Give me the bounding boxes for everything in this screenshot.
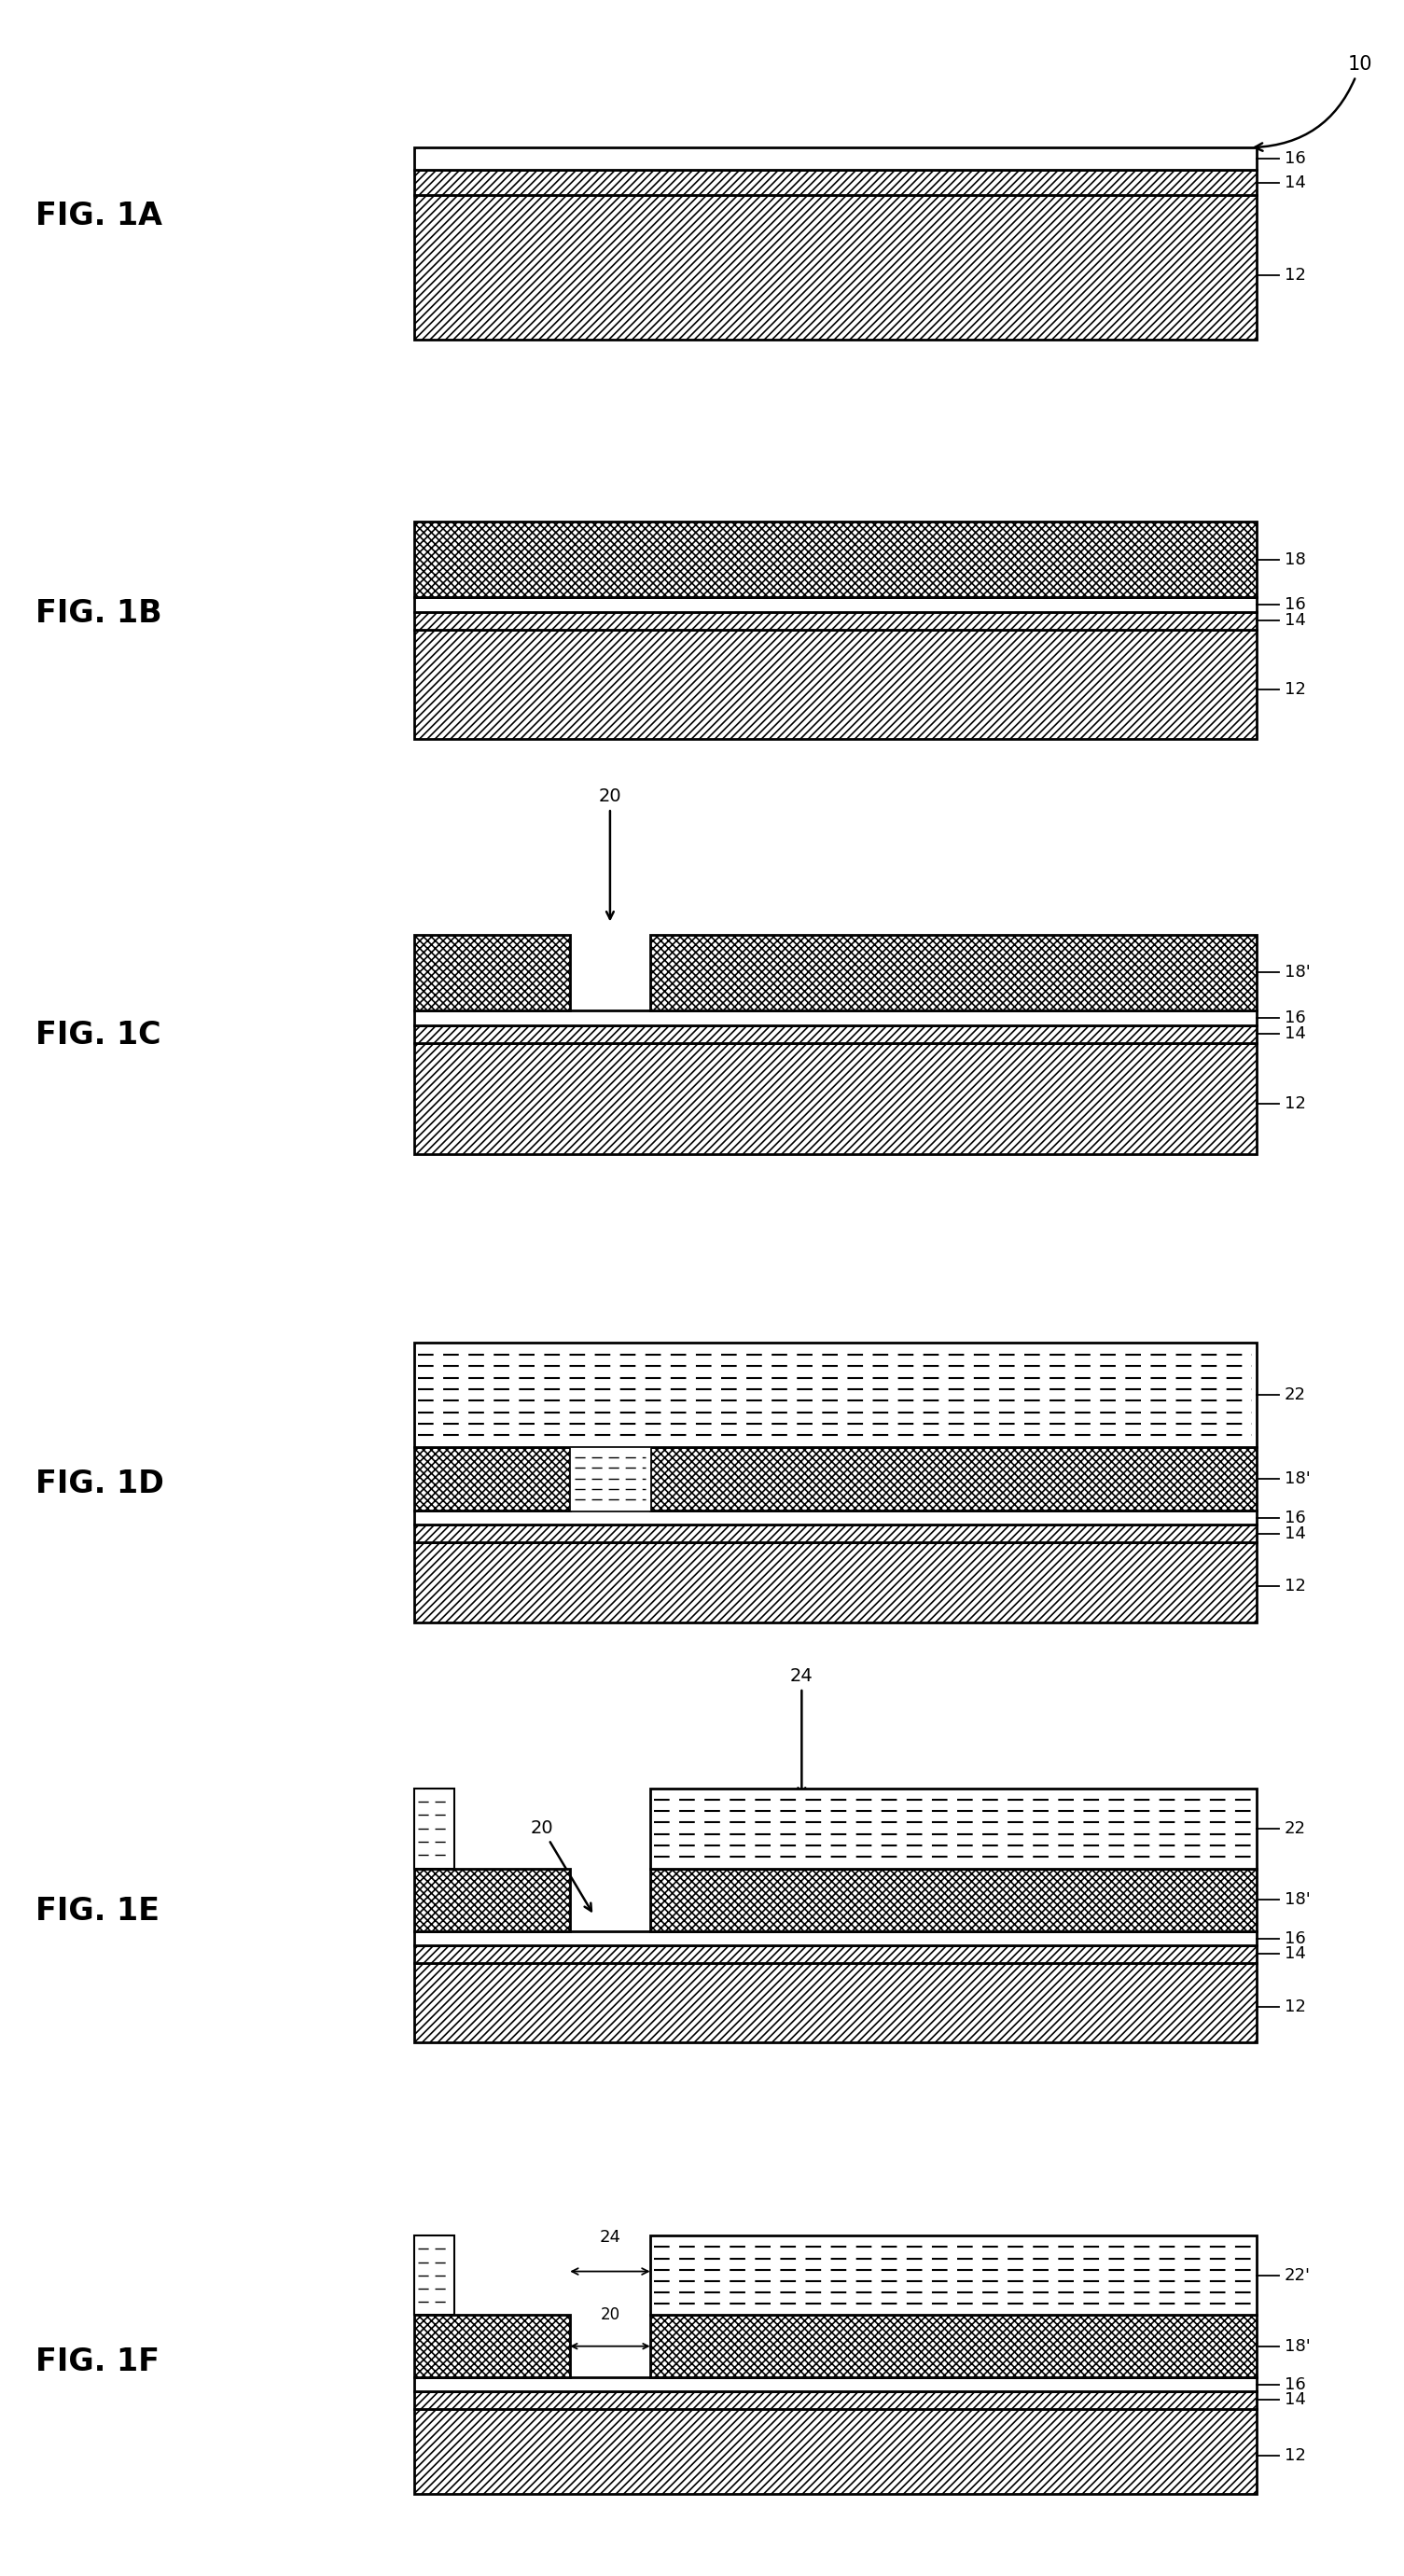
Text: 18': 18' <box>1285 1471 1310 1486</box>
Bar <box>414 1788 455 1868</box>
Bar <box>414 1043 1257 1154</box>
Text: 24: 24 <box>600 2228 621 2246</box>
Bar <box>414 2378 1257 2391</box>
Text: 12: 12 <box>1285 1579 1306 1595</box>
Bar <box>650 935 1257 1010</box>
Bar <box>414 629 1257 739</box>
Text: 16: 16 <box>1285 2375 1306 2393</box>
Text: FIG. 1B: FIG. 1B <box>35 598 161 629</box>
Text: 18': 18' <box>1285 1891 1310 1909</box>
Text: 20: 20 <box>600 2306 621 2324</box>
Text: FIG. 1E: FIG. 1E <box>35 1896 159 1927</box>
Bar <box>414 196 1257 340</box>
Text: 16: 16 <box>1285 1010 1306 1025</box>
Bar <box>650 2316 1257 2378</box>
Bar <box>414 1448 570 1510</box>
Text: 22': 22' <box>1285 2267 1311 2285</box>
Bar <box>650 1868 1257 1932</box>
Bar <box>414 1932 1257 1945</box>
Text: 10: 10 <box>1255 54 1373 152</box>
Text: 12: 12 <box>1285 265 1306 283</box>
Text: FIG. 1C: FIG. 1C <box>35 1020 160 1051</box>
Text: 12: 12 <box>1285 1999 1306 2014</box>
Text: 22: 22 <box>1285 1386 1306 1404</box>
Bar <box>414 598 1257 613</box>
Bar <box>414 170 1257 196</box>
Bar <box>414 2316 570 2378</box>
Text: 16: 16 <box>1285 1510 1306 1525</box>
Bar <box>414 1525 1257 1543</box>
Text: 12: 12 <box>1285 683 1306 698</box>
Bar <box>414 1342 1257 1448</box>
Text: 16: 16 <box>1285 1929 1306 1947</box>
Text: FIG. 1F: FIG. 1F <box>35 2347 159 2378</box>
Text: 14: 14 <box>1285 1525 1306 1543</box>
Bar <box>414 1963 1257 2043</box>
Bar <box>414 2236 455 2316</box>
Bar <box>414 2391 1257 2409</box>
Text: 14: 14 <box>1285 613 1306 629</box>
Text: 18': 18' <box>1285 963 1310 981</box>
Bar <box>414 1025 1257 1043</box>
Bar <box>414 1945 1257 1963</box>
Text: 18': 18' <box>1285 2339 1310 2354</box>
Bar <box>650 2236 1257 2316</box>
Text: 14: 14 <box>1285 1025 1306 1043</box>
Text: 20: 20 <box>598 788 622 920</box>
Text: 14: 14 <box>1285 175 1306 191</box>
Bar <box>414 935 570 1010</box>
Text: FIG. 1A: FIG. 1A <box>35 201 161 232</box>
Bar <box>414 613 1257 629</box>
Text: 22: 22 <box>1285 1819 1306 1837</box>
Text: 14: 14 <box>1285 1945 1306 1963</box>
Text: 14: 14 <box>1285 2391 1306 2409</box>
Bar <box>414 523 1257 598</box>
Bar <box>414 1010 1257 1025</box>
Bar <box>414 147 1257 170</box>
Bar <box>414 1543 1257 1623</box>
Text: 16: 16 <box>1285 149 1306 167</box>
Text: FIG. 1D: FIG. 1D <box>35 1468 164 1499</box>
Bar <box>414 1510 1257 1525</box>
Bar <box>650 1448 1257 1510</box>
Text: 12: 12 <box>1285 1095 1306 1113</box>
Text: 24: 24 <box>790 1667 813 1795</box>
Text: 16: 16 <box>1285 595 1306 613</box>
Bar <box>650 1788 1257 1868</box>
Bar <box>414 2409 1257 2494</box>
Text: 12: 12 <box>1285 2447 1306 2463</box>
Text: 18: 18 <box>1285 551 1306 567</box>
Text: 20: 20 <box>531 1819 591 1911</box>
Bar <box>414 1868 570 1932</box>
Bar <box>570 1448 650 1510</box>
